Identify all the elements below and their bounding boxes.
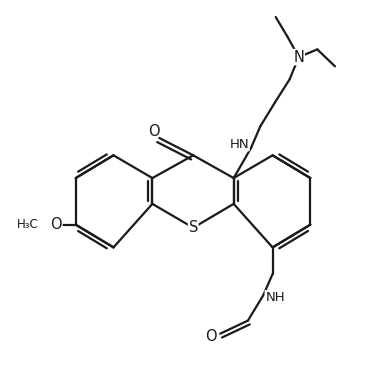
Text: O: O bbox=[50, 217, 62, 232]
Text: NH: NH bbox=[265, 291, 285, 303]
Text: N: N bbox=[293, 50, 304, 65]
Text: HN: HN bbox=[229, 138, 249, 151]
Text: O: O bbox=[205, 329, 217, 344]
Text: O: O bbox=[148, 124, 159, 138]
Text: S: S bbox=[189, 220, 198, 235]
Text: H₃C: H₃C bbox=[17, 218, 39, 231]
